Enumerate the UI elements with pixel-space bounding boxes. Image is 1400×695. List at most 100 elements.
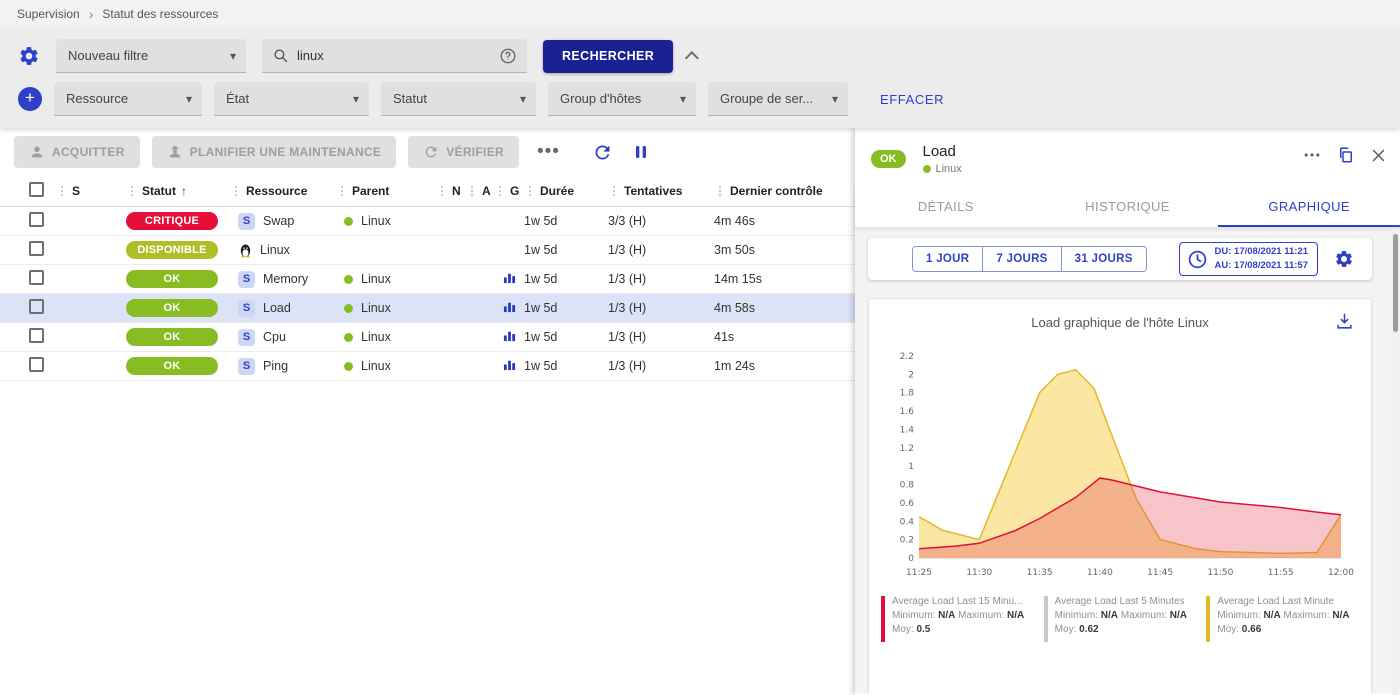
svg-text:11:35: 11:35 bbox=[1027, 568, 1053, 578]
column-drag-handle[interactable]: ⋮ bbox=[436, 183, 448, 198]
col-duration[interactable]: Durée bbox=[540, 183, 575, 198]
parent-name[interactable]: Linux bbox=[361, 214, 391, 228]
search-button[interactable]: RECHERCHER bbox=[543, 39, 674, 73]
col-acknowledged[interactable]: A bbox=[482, 183, 491, 198]
tab-history[interactable]: HISTORIQUE bbox=[1085, 199, 1170, 214]
criteria-resource-select[interactable]: Ressource ▾ bbox=[54, 82, 202, 116]
parent-name[interactable]: Linux bbox=[361, 272, 391, 286]
range-1-day-button[interactable]: 1 JOUR bbox=[913, 247, 983, 271]
graph-icon[interactable] bbox=[503, 358, 516, 371]
row-checkbox[interactable] bbox=[29, 299, 44, 314]
table-row[interactable]: DISPONIBLE S Linux 1w 5d 1/3 (H) 3m 50s bbox=[0, 236, 855, 265]
svg-text:1.2: 1.2 bbox=[900, 444, 914, 454]
status-badge: OK bbox=[871, 150, 906, 168]
clear-filters-button[interactable]: EFFACER bbox=[880, 91, 945, 107]
graph-icon[interactable] bbox=[503, 329, 516, 342]
column-drag-handle[interactable]: ⋮ bbox=[608, 183, 620, 198]
resource-name[interactable]: Linux bbox=[260, 243, 290, 257]
legend-series-name: Average Load Last 5 Minutes bbox=[1054, 596, 1185, 607]
col-parent[interactable]: Parent bbox=[352, 183, 390, 198]
col-severity[interactable]: S bbox=[72, 183, 81, 198]
column-drag-handle[interactable]: ⋮ bbox=[126, 183, 138, 198]
col-status[interactable]: Statut bbox=[142, 183, 176, 198]
sort-asc-icon[interactable]: ↑ bbox=[181, 183, 187, 198]
duration-cell: 1w 5d bbox=[524, 359, 558, 373]
tab-details[interactable]: DÉTAILS bbox=[917, 199, 974, 214]
col-resource[interactable]: Ressource bbox=[246, 183, 308, 198]
parent-name[interactable]: Linux bbox=[361, 301, 391, 315]
svg-text:11:25: 11:25 bbox=[906, 568, 932, 578]
table-row[interactable]: OK S Memory Linux 1w 5d 1/3 (H) 14m 15s bbox=[0, 265, 855, 294]
criteria-status-select[interactable]: Statut ▾ bbox=[381, 82, 536, 116]
legend-item-load-15min[interactable]: Average Load Last 15 Minu... Minimum: N/… bbox=[881, 596, 1036, 642]
column-drag-handle[interactable]: ⋮ bbox=[466, 183, 478, 198]
column-drag-handle[interactable]: ⋮ bbox=[56, 183, 68, 198]
search-icon bbox=[272, 47, 289, 64]
breadcrumb-item-current[interactable]: Statut des ressources bbox=[102, 7, 219, 21]
close-icon[interactable] bbox=[1370, 147, 1387, 164]
acknowledge-button[interactable]: ACQUITTER bbox=[14, 136, 140, 168]
legend-color-bar bbox=[1043, 596, 1048, 642]
criteria-hostgroup-select[interactable]: Group d'hôtes ▾ bbox=[548, 82, 696, 116]
check-button[interactable]: VÉRIFIER bbox=[408, 136, 519, 168]
row-checkbox[interactable] bbox=[29, 328, 44, 343]
row-checkbox[interactable] bbox=[29, 212, 44, 227]
col-tries[interactable]: Tentatives bbox=[624, 183, 683, 198]
custom-period-picker[interactable]: DU: 17/08/2021 11:21 AU: 17/08/2021 11:5… bbox=[1178, 242, 1318, 276]
col-notification[interactable]: N bbox=[452, 183, 461, 198]
resource-name[interactable]: Memory bbox=[263, 272, 309, 286]
col-graph[interactable]: G bbox=[510, 183, 520, 198]
set-downtime-button[interactable]: PLANIFIER UNE MAINTENANCE bbox=[151, 136, 397, 168]
table-row[interactable]: CRITIQUE S Swap Linux 1w 5d 3/3 (H) 4m 4… bbox=[0, 207, 855, 236]
legend-item-load-1min[interactable]: Average Load Last Minute Minimum: N/A Ma… bbox=[1206, 596, 1361, 642]
criteria-state-select[interactable]: État ▾ bbox=[214, 82, 369, 116]
more-options-icon[interactable] bbox=[1302, 145, 1322, 165]
add-criteria-button[interactable]: + bbox=[18, 87, 42, 111]
select-all-checkbox[interactable] bbox=[29, 181, 44, 197]
pause-autorefresh-icon[interactable] bbox=[631, 142, 651, 162]
column-drag-handle[interactable]: ⋮ bbox=[336, 183, 348, 198]
saved-filter-select[interactable]: Nouveau filtre ▾ bbox=[56, 39, 246, 73]
row-checkbox[interactable] bbox=[29, 357, 44, 372]
breadcrumb-item-supervision[interactable]: Supervision bbox=[17, 7, 80, 21]
column-drag-handle[interactable]: ⋮ bbox=[714, 183, 726, 198]
time-range-card: 1 JOUR 7 JOURS 31 JOURS DU: 17/08/2021 1… bbox=[868, 238, 1372, 280]
column-drag-handle[interactable]: ⋮ bbox=[494, 183, 506, 198]
scrollbar-thumb[interactable] bbox=[1393, 234, 1398, 332]
row-checkbox[interactable] bbox=[29, 270, 44, 285]
tab-graph[interactable]: GRAPHIQUE bbox=[1218, 186, 1400, 227]
export-download-icon[interactable] bbox=[1335, 312, 1354, 334]
more-actions-icon[interactable]: ••• bbox=[536, 141, 560, 162]
resources-list-panel: ACQUITTER PLANIFIER UNE MAINTENANCE VÉRI… bbox=[0, 128, 855, 695]
graph-settings-gear-icon[interactable] bbox=[1334, 249, 1354, 269]
resource-name[interactable]: Ping bbox=[263, 359, 289, 373]
resource-name[interactable]: Cpu bbox=[263, 330, 286, 344]
range-31-days-button[interactable]: 31 JOURS bbox=[1060, 247, 1146, 271]
last-check-cell: 4m 58s bbox=[714, 301, 755, 315]
graph-icon[interactable] bbox=[503, 271, 516, 284]
range-7-days-button[interactable]: 7 JOURS bbox=[982, 247, 1061, 271]
criteria-servicegroup-select[interactable]: Groupe de ser... ▾ bbox=[708, 82, 848, 116]
column-drag-handle[interactable]: ⋮ bbox=[230, 183, 242, 198]
legend-item-load-5min[interactable]: Average Load Last 5 Minutes Minimum: N/A… bbox=[1043, 596, 1199, 642]
svg-text:1.6: 1.6 bbox=[900, 407, 915, 417]
table-row-selected[interactable]: OK S Load Linux 1w 5d 1/3 (H) 4m 58s bbox=[0, 294, 855, 323]
resource-name[interactable]: Load bbox=[263, 301, 291, 315]
panel-scrollbar[interactable] bbox=[1392, 231, 1399, 695]
row-checkbox[interactable] bbox=[29, 241, 44, 256]
table-row[interactable]: OK S Ping Linux 1w 5d 1/3 (H) 1m 24s bbox=[0, 352, 855, 381]
parent-name[interactable]: Linux bbox=[361, 359, 391, 373]
graph-icon[interactable] bbox=[503, 300, 516, 313]
filter-settings-gear-icon[interactable] bbox=[18, 45, 40, 67]
resource-name[interactable]: Swap bbox=[263, 214, 295, 228]
help-icon[interactable] bbox=[499, 47, 517, 65]
parent-name[interactable]: Linux bbox=[361, 330, 391, 344]
search-input[interactable] bbox=[297, 48, 491, 63]
copy-link-icon[interactable] bbox=[1337, 146, 1355, 164]
svg-text:1: 1 bbox=[908, 462, 914, 472]
column-drag-handle[interactable]: ⋮ bbox=[524, 183, 536, 198]
refresh-icon[interactable] bbox=[592, 142, 613, 163]
collapse-filters-chevron-icon[interactable] bbox=[685, 51, 700, 66]
table-row[interactable]: OK S Cpu Linux 1w 5d 1/3 (H) 41s bbox=[0, 323, 855, 352]
col-last-check[interactable]: Dernier contrôle bbox=[730, 183, 823, 198]
